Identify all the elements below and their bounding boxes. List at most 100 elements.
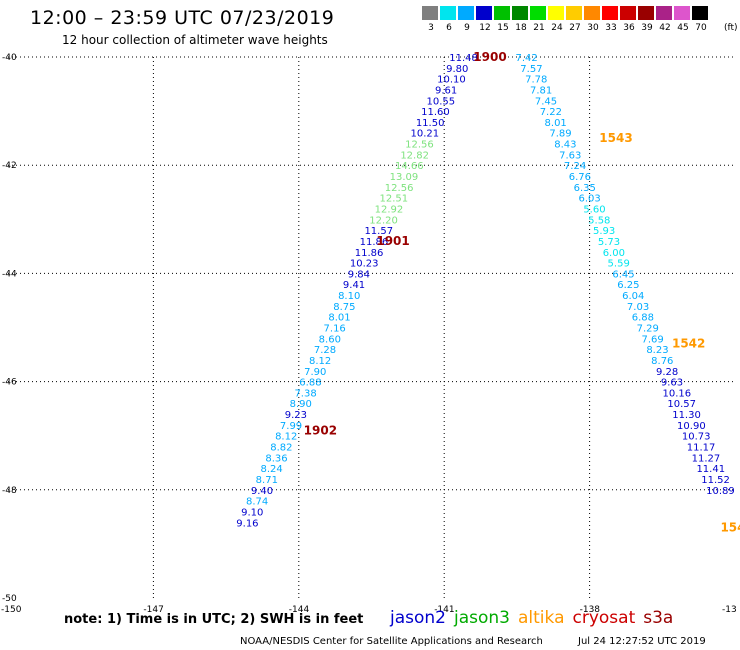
- data-point-label: 11.50: [416, 118, 445, 129]
- color-swatch: [530, 6, 546, 20]
- legend-entry: altika: [518, 608, 565, 628]
- color-swatch: [674, 6, 690, 20]
- color-swatch: [422, 6, 438, 20]
- y-tick-label: -46: [2, 378, 17, 388]
- chart-subtitle: 12 hour collection of altimeter wave hei…: [62, 33, 328, 47]
- color-swatch: [620, 6, 636, 20]
- pass-time-label: 1900: [473, 50, 506, 64]
- data-point-label: 8.43: [554, 140, 576, 151]
- color-scale-label: 24: [551, 23, 563, 33]
- pass-time-label: 1543: [599, 131, 632, 145]
- data-point-label: 7.89: [549, 129, 571, 140]
- data-point-label: 6.35: [574, 183, 596, 194]
- data-point-label: 7.03: [627, 302, 649, 313]
- data-point-label: 5.73: [598, 237, 620, 248]
- data-point-label: 12.20: [369, 215, 398, 226]
- color-scale-label: 39: [641, 23, 653, 33]
- y-tick-label: -48: [2, 486, 17, 496]
- data-point-label: 8.60: [319, 334, 341, 345]
- color-swatch: [476, 6, 492, 20]
- data-point-label: 6.03: [578, 194, 600, 205]
- data-point-label: 8.12: [275, 432, 297, 443]
- timestamp-text: Jul 24 12:27:52 UTC 2019: [578, 636, 706, 647]
- data-point-label: 5.93: [593, 226, 615, 237]
- data-point-label: 13.09: [390, 172, 419, 183]
- color-scale-label: 15: [497, 23, 509, 33]
- color-swatch: [692, 6, 708, 20]
- data-point-label: 6.00: [603, 248, 625, 259]
- data-point-label: 7.29: [637, 324, 659, 335]
- data-point-label: 5.60: [583, 204, 605, 215]
- data-point-label: 9.10: [241, 507, 263, 518]
- color-swatch: [602, 6, 618, 20]
- data-point-label: 11.52: [701, 475, 730, 486]
- data-point-label: 8.74: [246, 497, 268, 508]
- data-point-label: 12.82: [400, 150, 429, 161]
- data-point-label: 9.80: [446, 64, 468, 75]
- data-point-label: 11.57: [364, 226, 393, 237]
- data-point-label: 7.16: [324, 324, 346, 335]
- color-swatch: [584, 6, 600, 20]
- data-point-label: 8.01: [328, 313, 350, 324]
- data-point-label: 9.41: [343, 280, 365, 291]
- color-scale-label: 70: [695, 23, 707, 33]
- x-tick-label: -13: [722, 605, 737, 615]
- data-point-label: 10.10: [437, 75, 466, 86]
- data-point-label: 12.56: [385, 183, 414, 194]
- data-point-label: 9.84: [348, 269, 370, 280]
- data-point-label: 10.89: [706, 486, 735, 497]
- data-point-label: 11.17: [687, 443, 716, 454]
- data-point-label: 11.27: [692, 453, 721, 464]
- color-scale-label: 3: [428, 23, 434, 33]
- data-point-label: 8.90: [290, 399, 312, 410]
- color-swatch: [548, 6, 564, 20]
- pass-time-label: 1902: [304, 423, 337, 437]
- data-point-label: 11.86: [360, 237, 389, 248]
- data-point-label: 8.82: [270, 443, 292, 454]
- data-point-label: 7.24: [564, 161, 586, 172]
- unit-label: (ft): [724, 23, 738, 33]
- data-point-label: 7.42: [515, 53, 537, 64]
- note-text: note: 1) Time is in UTC; 2) SWH is in fe…: [64, 612, 364, 627]
- data-point-label: 10.21: [410, 129, 439, 140]
- data-point-label: 8.75: [333, 302, 355, 313]
- legend-entry: jason2: [390, 608, 446, 628]
- data-point-label: 10.55: [426, 96, 455, 107]
- color-scale-label: 9: [464, 23, 470, 33]
- data-point-label: 8.23: [646, 345, 668, 356]
- data-point-label: 10.57: [667, 399, 696, 410]
- data-point-label: 9.23: [285, 410, 307, 421]
- x-tick-label: -138: [580, 605, 601, 615]
- data-point-label: 9.63: [661, 378, 683, 389]
- data-point-label: 11.41: [696, 464, 725, 475]
- y-tick-label: -44: [2, 269, 17, 279]
- data-point-label: 5.59: [608, 259, 630, 270]
- data-point-label: 11.86: [355, 248, 384, 259]
- data-point-label: 11.48: [449, 53, 478, 64]
- data-point-label: 9.28: [656, 367, 678, 378]
- color-scale-label: 42: [659, 23, 671, 33]
- data-point-label: 7.90: [304, 367, 326, 378]
- data-point-label: 8.01: [545, 118, 567, 129]
- data-point-label: 8.24: [261, 464, 283, 475]
- color-scale-label: 21: [533, 23, 545, 33]
- data-point-label: 8.10: [338, 291, 360, 302]
- data-point-label: 7.28: [314, 345, 336, 356]
- data-point-label: 7.38: [294, 388, 316, 399]
- color-scale-label: 45: [677, 23, 689, 33]
- y-tick-label: -50: [2, 594, 17, 604]
- data-point-label: 6.04: [622, 291, 644, 302]
- color-swatch: [566, 6, 582, 20]
- data-point-label: 7.57: [520, 64, 542, 75]
- legend-entry: s3a: [643, 608, 674, 628]
- color-swatch: [494, 6, 510, 20]
- y-tick-label: -42: [2, 161, 17, 171]
- data-point-label: 14.66: [395, 161, 424, 172]
- data-point-label: 12.51: [379, 194, 408, 205]
- color-scale-label: 12: [479, 23, 491, 33]
- data-point-label: 6.88: [632, 313, 654, 324]
- data-point-label: 7.69: [641, 334, 663, 345]
- data-point-label: 7.63: [559, 150, 581, 161]
- data-point-label: 9.16: [236, 518, 258, 529]
- data-point-label: 8.76: [651, 356, 673, 367]
